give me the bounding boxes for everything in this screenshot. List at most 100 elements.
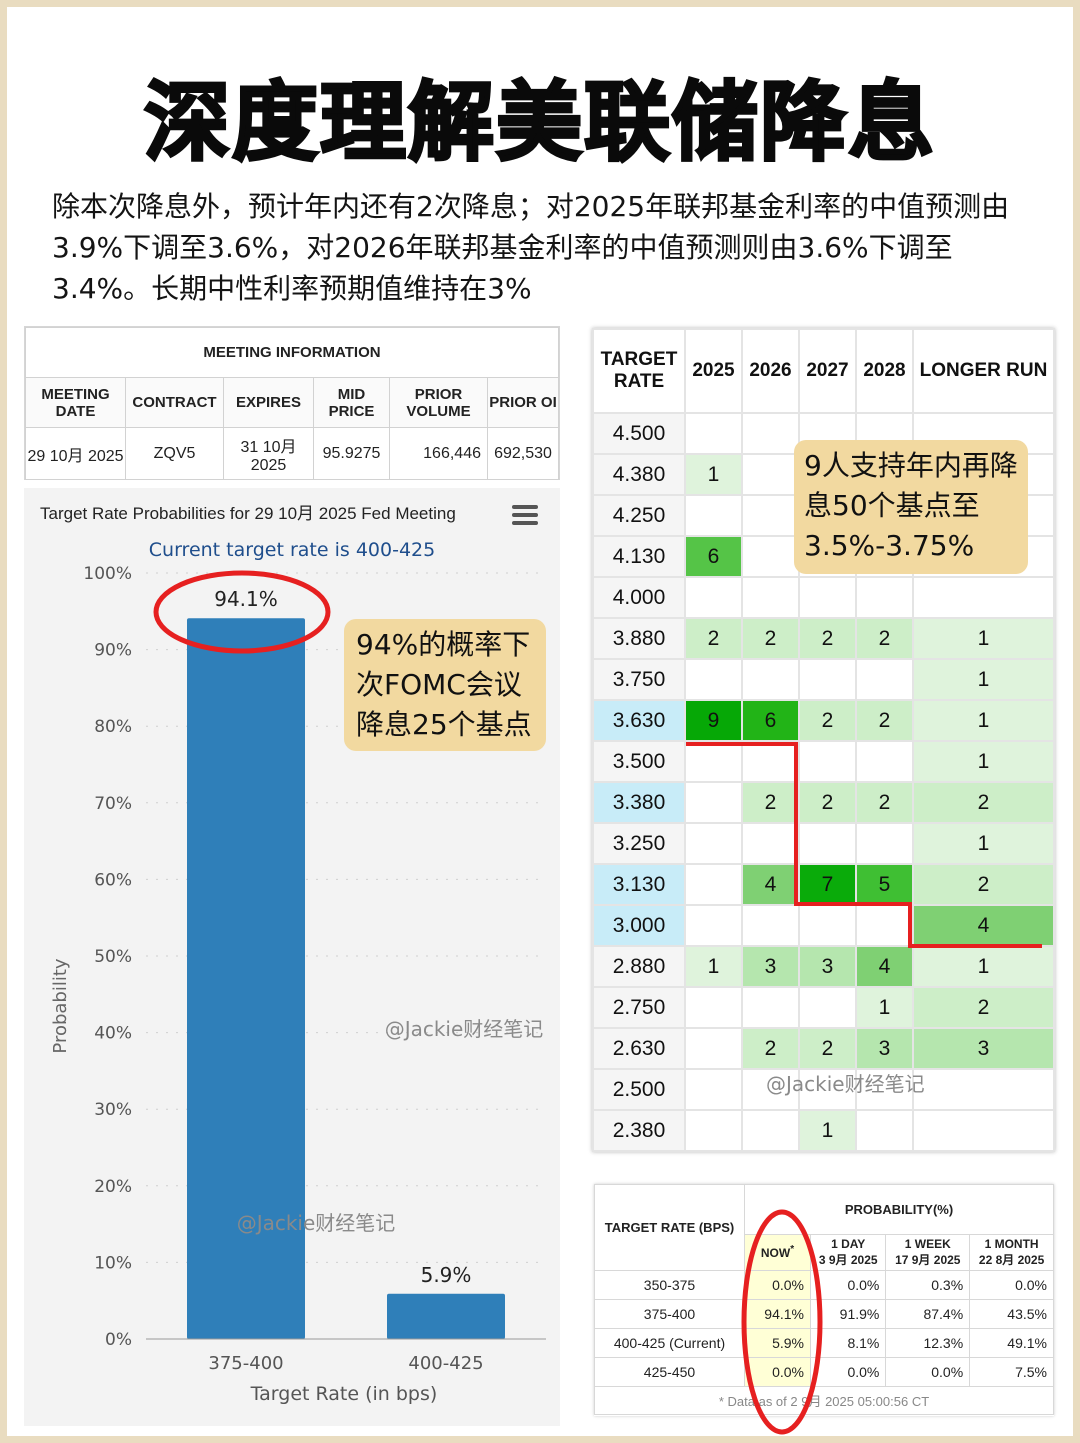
prob-cell: 8.1% bbox=[809, 1328, 887, 1358]
dot-cell: 3 bbox=[912, 1027, 1055, 1070]
contract-value: ZQV5 bbox=[125, 427, 224, 480]
dot-cell bbox=[855, 740, 914, 783]
dot-cell bbox=[741, 658, 800, 701]
prob-col-date: 17 9月 2025 bbox=[895, 1252, 961, 1267]
chart-menu-icon[interactable] bbox=[512, 505, 538, 525]
dot-cell: 2 bbox=[798, 781, 857, 824]
dot-cell bbox=[741, 822, 800, 865]
prob-cell: 91.9% bbox=[809, 1299, 887, 1329]
annotation-25bp-text: 94%的概率下次FOMC会议降息25个基点 bbox=[356, 628, 532, 741]
chart-subtitle: Current target rate is 400-425 bbox=[149, 539, 435, 561]
dot-cell bbox=[684, 412, 743, 455]
mid-price-value: 95.9275 bbox=[313, 427, 390, 480]
dot-cell bbox=[855, 576, 914, 619]
dot-cell bbox=[912, 1068, 1055, 1111]
watermark: @Jackie财经笔记 bbox=[385, 1017, 544, 1041]
prob-cell: 5.9% bbox=[744, 1328, 811, 1358]
dot-row: 2.750 1 2 bbox=[592, 986, 1055, 1029]
dot-cell: 9 bbox=[684, 699, 743, 742]
dot-row: 3.380 2 2 2 2 bbox=[592, 781, 1055, 824]
dot-cell bbox=[741, 494, 800, 537]
dot-cell bbox=[855, 1109, 914, 1152]
dot-row-rate: 4.000 bbox=[592, 576, 686, 619]
dot-cell bbox=[684, 904, 743, 947]
dot-cell: 5 bbox=[855, 863, 914, 906]
dot-cell bbox=[741, 535, 800, 578]
prob-cell: 0.3% bbox=[885, 1270, 971, 1300]
dot-row-rate: 4.380 bbox=[592, 453, 686, 496]
dot-cell: 2 bbox=[741, 617, 800, 660]
y-tick-label: 100% bbox=[83, 564, 132, 584]
y-tick-label: 10% bbox=[94, 1253, 132, 1273]
page-title: 深度理解美联储降息 bbox=[143, 72, 936, 175]
prob-header-probability: PROBABILITY(%) bbox=[744, 1184, 1054, 1235]
prob-header-target-rate: TARGET RATE (BPS) bbox=[594, 1184, 745, 1271]
dot-cell: 1 bbox=[912, 945, 1055, 988]
dot-cell bbox=[741, 986, 800, 1029]
dot-cell bbox=[798, 740, 857, 783]
y-tick-label: 80% bbox=[94, 717, 132, 737]
dot-row: 2.630 2 2 3 3 bbox=[592, 1027, 1055, 1070]
dot-cell bbox=[741, 412, 800, 455]
meeting-header-contract: CONTRACT bbox=[125, 377, 224, 428]
dot-cell: 2 bbox=[798, 617, 857, 660]
dot-cell bbox=[684, 740, 743, 783]
dot-cell: 2 bbox=[855, 699, 914, 742]
prob-cell: 0.0% bbox=[744, 1357, 811, 1387]
dot-header-year: 2025 bbox=[684, 328, 743, 414]
bar-400-425[interactable] bbox=[387, 1293, 505, 1339]
prob-cell: 0.0% bbox=[809, 1270, 887, 1300]
dot-header-longer-run: LONGER RUN bbox=[912, 328, 1055, 414]
dot-row: 3.250 1 bbox=[592, 822, 1055, 865]
dot-cell: 1 bbox=[912, 822, 1055, 865]
dot-cell: 1 bbox=[855, 986, 914, 1029]
prob-row-rate: 375-400 bbox=[594, 1299, 745, 1329]
dot-cell: 1 bbox=[912, 658, 1055, 701]
prob-cell: 0.0% bbox=[809, 1357, 887, 1387]
dot-cell bbox=[741, 904, 800, 947]
prob-row: 400-425 (Current) 5.9% 8.1% 12.3% 49.1% bbox=[594, 1328, 1054, 1358]
y-axis-label: Probability bbox=[50, 958, 71, 1053]
y-tick-label: 70% bbox=[94, 794, 132, 814]
annotation-50bp-cut: 9人支持年内再降息50个基点至3.5%-3.75% bbox=[794, 440, 1028, 574]
watermark: @Jackie财经笔记 bbox=[237, 1211, 396, 1235]
dot-row-rate: 3.880 bbox=[592, 617, 686, 660]
dot-cell bbox=[798, 904, 857, 947]
meeting-header-expires: EXPIRES bbox=[223, 377, 314, 428]
dot-cell bbox=[684, 658, 743, 701]
dot-row-rate: 4.500 bbox=[592, 412, 686, 455]
dot-cell bbox=[798, 576, 857, 619]
dot-cell bbox=[684, 1109, 743, 1152]
dot-cell bbox=[798, 822, 857, 865]
meeting-header-prior-volume: PRIOR VOLUME bbox=[389, 377, 488, 428]
prob-col-1day: 1 DAY 3 9月 2025 bbox=[809, 1233, 887, 1272]
dot-cell: 1 bbox=[912, 617, 1055, 660]
expires-value: 31 10月 2025 bbox=[223, 427, 314, 480]
prob-row-rate: 400-425 (Current) bbox=[594, 1328, 745, 1358]
prob-row-rate: 425-450 bbox=[594, 1357, 745, 1387]
dot-cell: 2 bbox=[912, 781, 1055, 824]
dot-cell bbox=[684, 781, 743, 824]
dot-cell: 2 bbox=[855, 781, 914, 824]
dot-row-rate: 3.250 bbox=[592, 822, 686, 865]
bar-375-400[interactable] bbox=[187, 618, 305, 1339]
y-tick-label: 60% bbox=[94, 870, 132, 890]
prob-col-label: 1 MONTH bbox=[984, 1236, 1039, 1251]
watermark: @Jackie财经笔记 bbox=[766, 1072, 925, 1096]
dot-row: 3.880 2 2 2 2 1 bbox=[592, 617, 1055, 660]
dot-cell bbox=[912, 1109, 1055, 1152]
prob-col-now: NOW* bbox=[744, 1233, 811, 1272]
dot-cell bbox=[741, 576, 800, 619]
meeting-header-prior-oi: PRIOR OI bbox=[487, 377, 559, 428]
x-tick-label: 400-425 bbox=[408, 1353, 483, 1374]
dot-cell: 2 bbox=[912, 986, 1055, 1029]
dot-row-rate: 2.880 bbox=[592, 945, 686, 988]
dot-cell bbox=[684, 1068, 743, 1111]
dot-cell: 3 bbox=[855, 1027, 914, 1070]
dot-row-rate: 3.750 bbox=[592, 658, 686, 701]
dot-row: 3.500 1 bbox=[592, 740, 1055, 783]
dot-row-rate: 2.750 bbox=[592, 986, 686, 1029]
dot-cell bbox=[855, 1068, 914, 1111]
dot-row: 4.000 bbox=[592, 576, 1055, 619]
dot-cell: 1 bbox=[912, 740, 1055, 783]
